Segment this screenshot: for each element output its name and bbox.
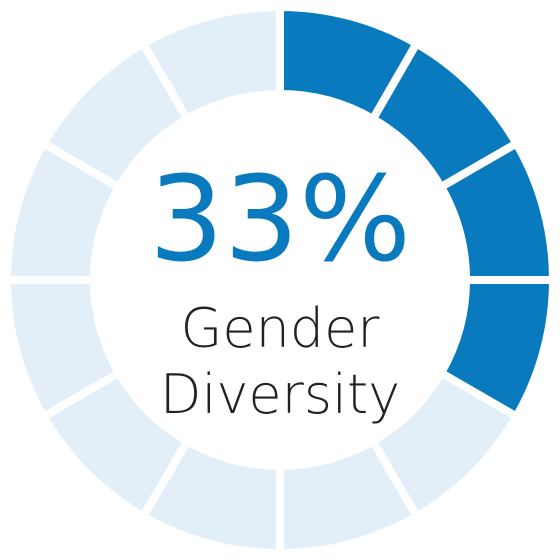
center-label: Gender Diversity bbox=[159, 297, 401, 426]
track-segment bbox=[138, 2, 284, 125]
center-value: 33% bbox=[149, 150, 411, 288]
